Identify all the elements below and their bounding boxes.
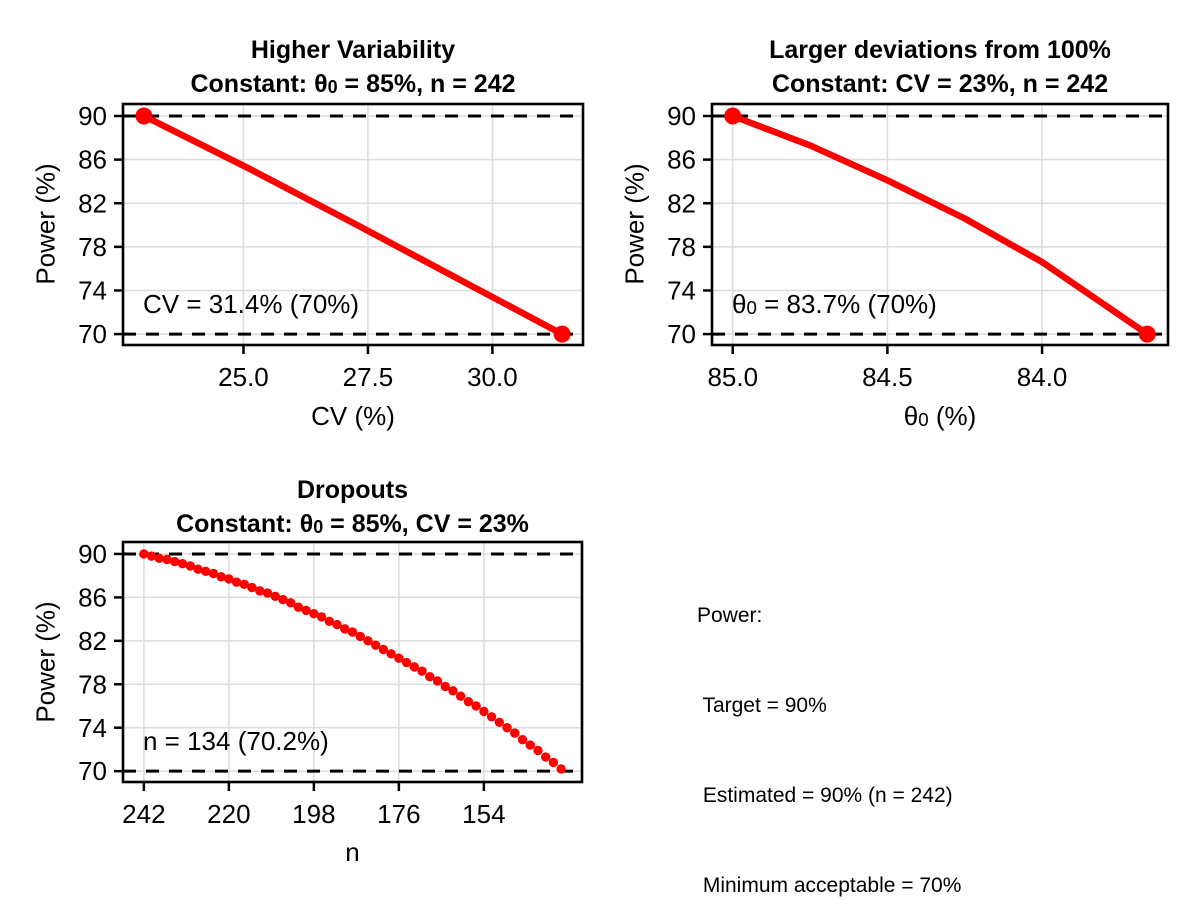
svg-text:90: 90 <box>667 101 696 131</box>
panel2-title: Larger deviations from 100% <box>769 36 1111 64</box>
power-summary-text: Power: Target = 90% Estimated = 90% (n =… <box>697 541 995 900</box>
panel1-plot-area: 25.0 27.5 30.0 70 74 78 82 86 90 <box>78 101 585 392</box>
svg-text:27.5: 27.5 <box>343 362 394 392</box>
panel2-subtitle: Constant: CV = 23%, n = 242 <box>771 70 1109 98</box>
svg-text:86: 86 <box>667 145 696 175</box>
panel3-x-axis-label: n <box>345 837 360 867</box>
svg-text:74: 74 <box>667 276 696 306</box>
svg-text:242: 242 <box>122 799 165 829</box>
svg-text:84.0: 84.0 <box>1017 362 1068 392</box>
svg-text:74: 74 <box>78 713 107 743</box>
info-line-power-header: Power: <box>697 604 763 627</box>
svg-text:25.0: 25.0 <box>218 362 269 392</box>
svg-text:84.5: 84.5 <box>862 362 913 392</box>
panel3-plot-area: 242 220 198 176 154 70 74 78 82 86 90 <box>78 539 584 829</box>
svg-text:78: 78 <box>78 232 107 262</box>
svg-text:74: 74 <box>78 276 107 306</box>
svg-text:78: 78 <box>667 232 696 262</box>
svg-text:154: 154 <box>462 799 505 829</box>
panel3-title-block: Dropouts Constant: θ0 = 85%, CV = 23% <box>123 473 582 544</box>
panel2-title-block: Larger deviations from 100% Constant: CV… <box>712 33 1168 104</box>
info-line-target: Target = 90% <box>697 694 827 717</box>
panel2-plot-area: 85.0 84.5 84.0 70 74 78 82 86 90 <box>667 101 1170 392</box>
svg-text:220: 220 <box>207 799 250 829</box>
panel2-x-axis-label: θ0 (%) <box>903 401 977 431</box>
svg-text:86: 86 <box>78 582 107 612</box>
svg-text:176: 176 <box>377 799 420 829</box>
panel1-title: Higher Variability <box>250 36 456 64</box>
svg-text:70: 70 <box>78 319 107 349</box>
panel2-y-axis-label: Power (%) <box>619 163 650 285</box>
panel1-x-axis-label: CV (%) <box>311 401 395 431</box>
svg-text:82: 82 <box>78 626 107 656</box>
svg-text:86: 86 <box>78 145 107 175</box>
panel1-subtitle: Constant: θ0 = 85%, n = 242 <box>190 70 516 98</box>
panel3-annotation: n = 134 (70.2%) <box>143 726 329 756</box>
svg-text:78: 78 <box>78 669 107 699</box>
svg-text:82: 82 <box>78 188 107 218</box>
panel3-y-axis-label: Power (%) <box>30 601 61 723</box>
panel3-title: Dropouts <box>296 476 409 504</box>
svg-text:90: 90 <box>78 101 107 131</box>
svg-text:90: 90 <box>78 539 107 569</box>
panel1-annotation: CV = 31.4% (70%) <box>143 289 360 319</box>
info-line-minimum: Minimum acceptable = 70% <box>697 874 962 897</box>
svg-text:70: 70 <box>667 319 696 349</box>
svg-text:70: 70 <box>78 756 107 786</box>
svg-text:82: 82 <box>667 188 696 218</box>
panel2-annotation: θ0 = 83.7% (70%) <box>732 289 937 319</box>
panel1-y-axis-label: Power (%) <box>30 163 61 285</box>
svg-text:85.0: 85.0 <box>707 362 758 392</box>
svg-text:198: 198 <box>292 799 335 829</box>
svg-text:30.0: 30.0 <box>467 362 518 392</box>
info-line-estimated: Estimated = 90% (n = 242) <box>697 784 953 807</box>
panel1-title-block: Higher Variability Constant: θ0 = 85%, n… <box>123 33 583 104</box>
panel3-subtitle: Constant: θ0 = 85%, CV = 23% <box>176 510 529 538</box>
